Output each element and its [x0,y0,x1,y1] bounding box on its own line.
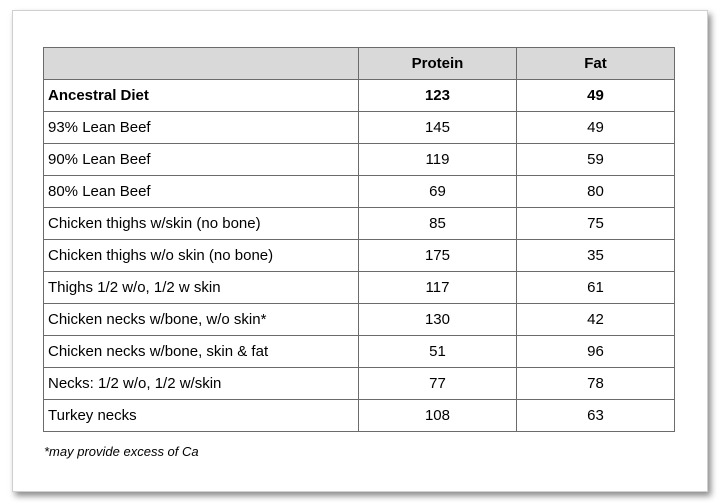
row-protein: 69 [357,175,517,208]
footnote: *may provide excess of Ca [44,444,199,459]
table-row: Thighs 1/2 w/o, 1/2 w skin 117 61 [43,271,676,304]
header-name [43,47,359,80]
table-row: Necks: 1/2 w/o, 1/2 w/skin 77 78 [43,367,676,400]
nutrition-table: Protein Fat Ancestral Diet 123 49 93% Lean… [43,47,676,432]
header-protein: Protein [357,47,517,80]
table-row: Chicken thighs w/skin (no bone) 85 75 [43,207,676,240]
table-row: Chicken necks w/bone, skin & fat 51 96 [43,335,676,368]
row-name: Chicken thighs w/o skin (no bone) [43,239,359,272]
table-row: 80% Lean Beef 69 80 [43,175,676,208]
row-fat: 78 [515,367,676,400]
header-fat: Fat [515,47,676,80]
row-protein: 77 [357,367,517,400]
row-protein: 123 [357,79,517,112]
row-name: Ancestral Diet [43,79,359,112]
row-name: 80% Lean Beef [43,175,359,208]
table-header-row: Protein Fat [43,47,676,80]
row-name: Necks: 1/2 w/o, 1/2 w/skin [43,367,359,400]
row-name: Chicken thighs w/skin (no bone) [43,207,359,240]
row-name: Turkey necks [43,399,359,432]
row-protein: 117 [357,271,517,304]
row-name: Thighs 1/2 w/o, 1/2 w skin [43,271,359,304]
row-fat: 59 [515,143,676,176]
row-name: Chicken necks w/bone, skin & fat [43,335,359,368]
table-row: 90% Lean Beef 119 59 [43,143,676,176]
row-protein: 51 [357,335,517,368]
row-fat: 96 [515,335,676,368]
row-fat: 63 [515,399,676,432]
table-row: Turkey necks 108 63 [43,399,676,432]
row-name: 93% Lean Beef [43,111,359,144]
table-row: Ancestral Diet 123 49 [43,79,676,112]
row-fat: 80 [515,175,676,208]
row-fat: 42 [515,303,676,336]
table-body: Ancestral Diet 123 49 93% Lean Beef 145 49 9… [43,79,676,432]
row-protein: 108 [357,399,517,432]
row-protein: 145 [357,111,517,144]
row-fat: 75 [515,207,676,240]
row-protein: 119 [357,143,517,176]
row-fat: 49 [515,79,676,112]
row-fat: 35 [515,239,676,272]
row-protein: 130 [357,303,517,336]
row-protein: 85 [357,207,517,240]
row-fat: 49 [515,111,676,144]
row-name: 90% Lean Beef [43,143,359,176]
table-row: Chicken necks w/bone, w/o skin* 130 42 [43,303,676,336]
row-protein: 175 [357,239,517,272]
row-fat: 61 [515,271,676,304]
table-row: 93% Lean Beef 145 49 [43,111,676,144]
table-row: Chicken thighs w/o skin (no bone) 175 35 [43,239,676,272]
row-name: Chicken necks w/bone, w/o skin* [43,303,359,336]
